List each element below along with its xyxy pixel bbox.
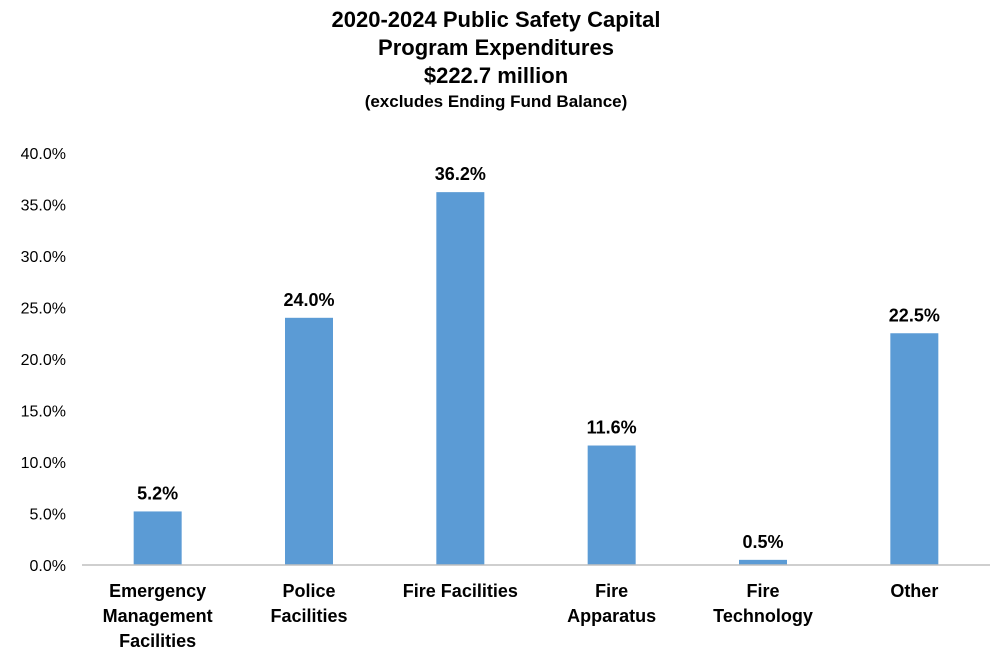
data-label: 0.5% [742,532,783,552]
y-tick-label: 5.0% [30,507,66,524]
category-label: Fire [746,581,779,601]
category-label: Other [890,581,938,601]
category-label: Facilities [119,631,196,651]
data-label: 5.2% [137,483,178,503]
y-tick-label: 15.0% [21,404,66,421]
data-label: 11.6% [587,418,637,438]
chart-title-line-3: $222.7 million [423,63,569,88]
y-tick-label: 40.0% [21,146,66,163]
category-label: Facilities [270,606,347,626]
bar [436,192,485,565]
y-tick-label: 25.0% [21,301,66,318]
category-label: Fire Facilities [403,581,518,601]
category-label: Management [103,606,213,626]
bar [587,445,636,565]
chart-subtitle: (excludes Ending Fund Balance) [364,92,628,111]
category-label: Apparatus [567,606,656,626]
data-label: 24.0% [283,290,334,310]
y-tick-label: 10.0% [21,455,66,472]
category-label: Fire [595,581,628,601]
y-tick-label: 30.0% [21,249,66,266]
y-tick-label: 20.0% [21,352,66,369]
bar [890,333,939,565]
y-tick-label: 35.0% [21,198,66,215]
bar [133,511,182,565]
chart-title-line-2: Program Expenditures [378,35,614,60]
data-label: 22.5% [889,305,940,325]
data-label: 36.2% [435,164,486,184]
bar [285,317,333,565]
category-label: Technology [713,606,813,626]
bar [739,559,787,565]
chart-title-block: 2020-2024 Public Safety Capital Program … [0,6,992,114]
chart-title-line-1: 2020-2024 Public Safety Capital [331,7,661,32]
category-label: Emergency [109,581,206,601]
category-label: Police [282,581,335,601]
y-tick-label: 0.0% [30,558,66,575]
